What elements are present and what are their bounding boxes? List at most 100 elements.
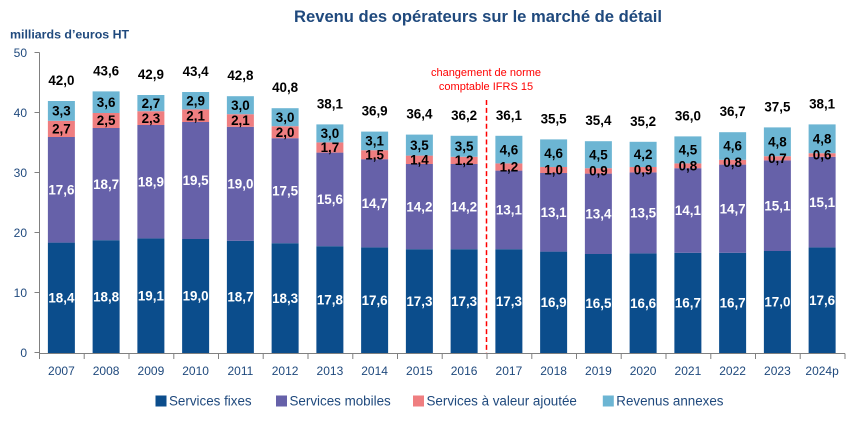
svg-text:2015: 2015 [406,364,433,378]
svg-text:42,9: 42,9 [138,67,164,82]
svg-text:2,5: 2,5 [97,113,116,128]
svg-text:2010: 2010 [182,364,209,378]
svg-text:13,1: 13,1 [496,203,523,218]
svg-text:3,0: 3,0 [276,110,295,125]
svg-text:3,5: 3,5 [410,138,429,153]
svg-text:19,0: 19,0 [227,177,253,192]
svg-text:0,6: 0,6 [813,148,832,163]
svg-text:1,5: 1,5 [365,147,384,162]
svg-text:2024p: 2024p [805,364,839,378]
svg-text:30: 30 [14,166,28,180]
svg-text:2018: 2018 [540,364,567,378]
svg-text:3,1: 3,1 [365,134,384,149]
svg-text:2017: 2017 [496,364,523,378]
svg-text:36,9: 36,9 [362,104,388,119]
svg-text:4,5: 4,5 [589,147,608,162]
svg-text:10: 10 [14,286,28,300]
svg-text:16,9: 16,9 [541,295,567,310]
svg-text:17,6: 17,6 [809,293,835,308]
svg-text:50: 50 [14,46,28,60]
svg-text:2,1: 2,1 [231,113,250,128]
svg-text:2019: 2019 [585,364,612,378]
svg-text:38,1: 38,1 [317,96,344,111]
svg-text:43,6: 43,6 [93,63,119,78]
svg-text:2008: 2008 [93,364,120,378]
svg-text:18,8: 18,8 [93,289,120,304]
svg-text:16,5: 16,5 [585,296,612,311]
svg-text:17,6: 17,6 [362,293,388,308]
svg-text:2,7: 2,7 [142,96,161,111]
svg-text:36,4: 36,4 [406,107,433,122]
svg-text:Services à valeur ajoutée: Services à valeur ajoutée [427,394,577,409]
svg-text:4,8: 4,8 [813,132,832,147]
svg-text:17,5: 17,5 [272,183,299,198]
svg-text:20: 20 [14,226,28,240]
svg-text:2,1: 2,1 [186,108,205,123]
svg-text:comptable IFRS 15: comptable IFRS 15 [439,81,533,93]
svg-text:15,1: 15,1 [809,195,836,210]
svg-text:0,9: 0,9 [589,164,608,179]
svg-text:changement de norme: changement de norme [431,67,541,79]
svg-text:13,5: 13,5 [630,206,657,221]
svg-text:16,7: 16,7 [720,296,746,311]
svg-text:2,7: 2,7 [52,122,71,137]
svg-text:Revenu des opérateurs sur le m: Revenu des opérateurs sur le marché de d… [294,7,662,26]
svg-text:35,4: 35,4 [585,113,612,128]
svg-text:3,3: 3,3 [52,104,71,119]
svg-text:16,6: 16,6 [630,296,656,311]
svg-text:4,5: 4,5 [679,143,698,158]
svg-text:17,3: 17,3 [451,294,477,309]
svg-text:36,1: 36,1 [496,108,523,123]
svg-text:1,2: 1,2 [455,153,474,168]
svg-text:42,8: 42,8 [227,68,254,83]
svg-text:4,2: 4,2 [634,147,653,162]
svg-text:42,0: 42,0 [48,73,74,88]
svg-text:Services mobiles: Services mobiles [290,394,392,409]
svg-text:1,4: 1,4 [410,153,429,168]
svg-text:43,4: 43,4 [183,64,210,79]
svg-text:17,6: 17,6 [48,183,74,198]
svg-text:17,3: 17,3 [406,294,432,309]
svg-text:38,1: 38,1 [809,96,836,111]
svg-text:16,7: 16,7 [675,296,701,311]
svg-text:40: 40 [14,106,28,120]
svg-text:Revenus annexes: Revenus annexes [616,394,724,409]
svg-text:0: 0 [20,346,27,360]
svg-text:13,4: 13,4 [585,207,612,222]
svg-text:18,7: 18,7 [227,290,253,305]
svg-text:19,1: 19,1 [138,288,165,303]
svg-text:35,5: 35,5 [541,111,568,126]
svg-text:3,5: 3,5 [455,139,474,154]
svg-text:Services fixes: Services fixes [169,394,252,409]
svg-text:3,6: 3,6 [97,95,116,110]
svg-text:0,9: 0,9 [634,162,653,177]
svg-text:18,4: 18,4 [48,291,75,306]
svg-text:18,7: 18,7 [93,177,119,192]
svg-text:2007: 2007 [48,364,75,378]
svg-text:3,0: 3,0 [321,126,340,141]
svg-text:14,7: 14,7 [362,196,388,211]
svg-text:1,7: 1,7 [321,140,340,155]
svg-text:2009: 2009 [138,364,165,378]
svg-text:2021: 2021 [675,364,702,378]
svg-text:40,8: 40,8 [272,80,299,95]
svg-text:2023: 2023 [764,364,791,378]
svg-text:4,6: 4,6 [500,142,519,157]
svg-text:19,5: 19,5 [183,173,210,188]
svg-text:36,7: 36,7 [720,104,746,119]
svg-text:milliards d’euros HT: milliards d’euros HT [10,28,130,42]
svg-text:2012: 2012 [272,364,299,378]
svg-text:15,1: 15,1 [764,198,791,213]
svg-text:15,6: 15,6 [317,192,343,207]
svg-text:0,7: 0,7 [768,151,787,166]
svg-text:18,3: 18,3 [272,291,298,306]
svg-text:4,8: 4,8 [768,135,787,150]
svg-text:0,8: 0,8 [679,159,698,174]
svg-text:19,0: 19,0 [183,289,209,304]
svg-text:2011: 2011 [227,364,253,378]
svg-text:2,3: 2,3 [142,111,161,126]
svg-text:17,3: 17,3 [496,294,522,309]
svg-text:35,2: 35,2 [630,114,656,129]
svg-text:14,2: 14,2 [451,199,477,214]
svg-text:2016: 2016 [451,364,478,378]
